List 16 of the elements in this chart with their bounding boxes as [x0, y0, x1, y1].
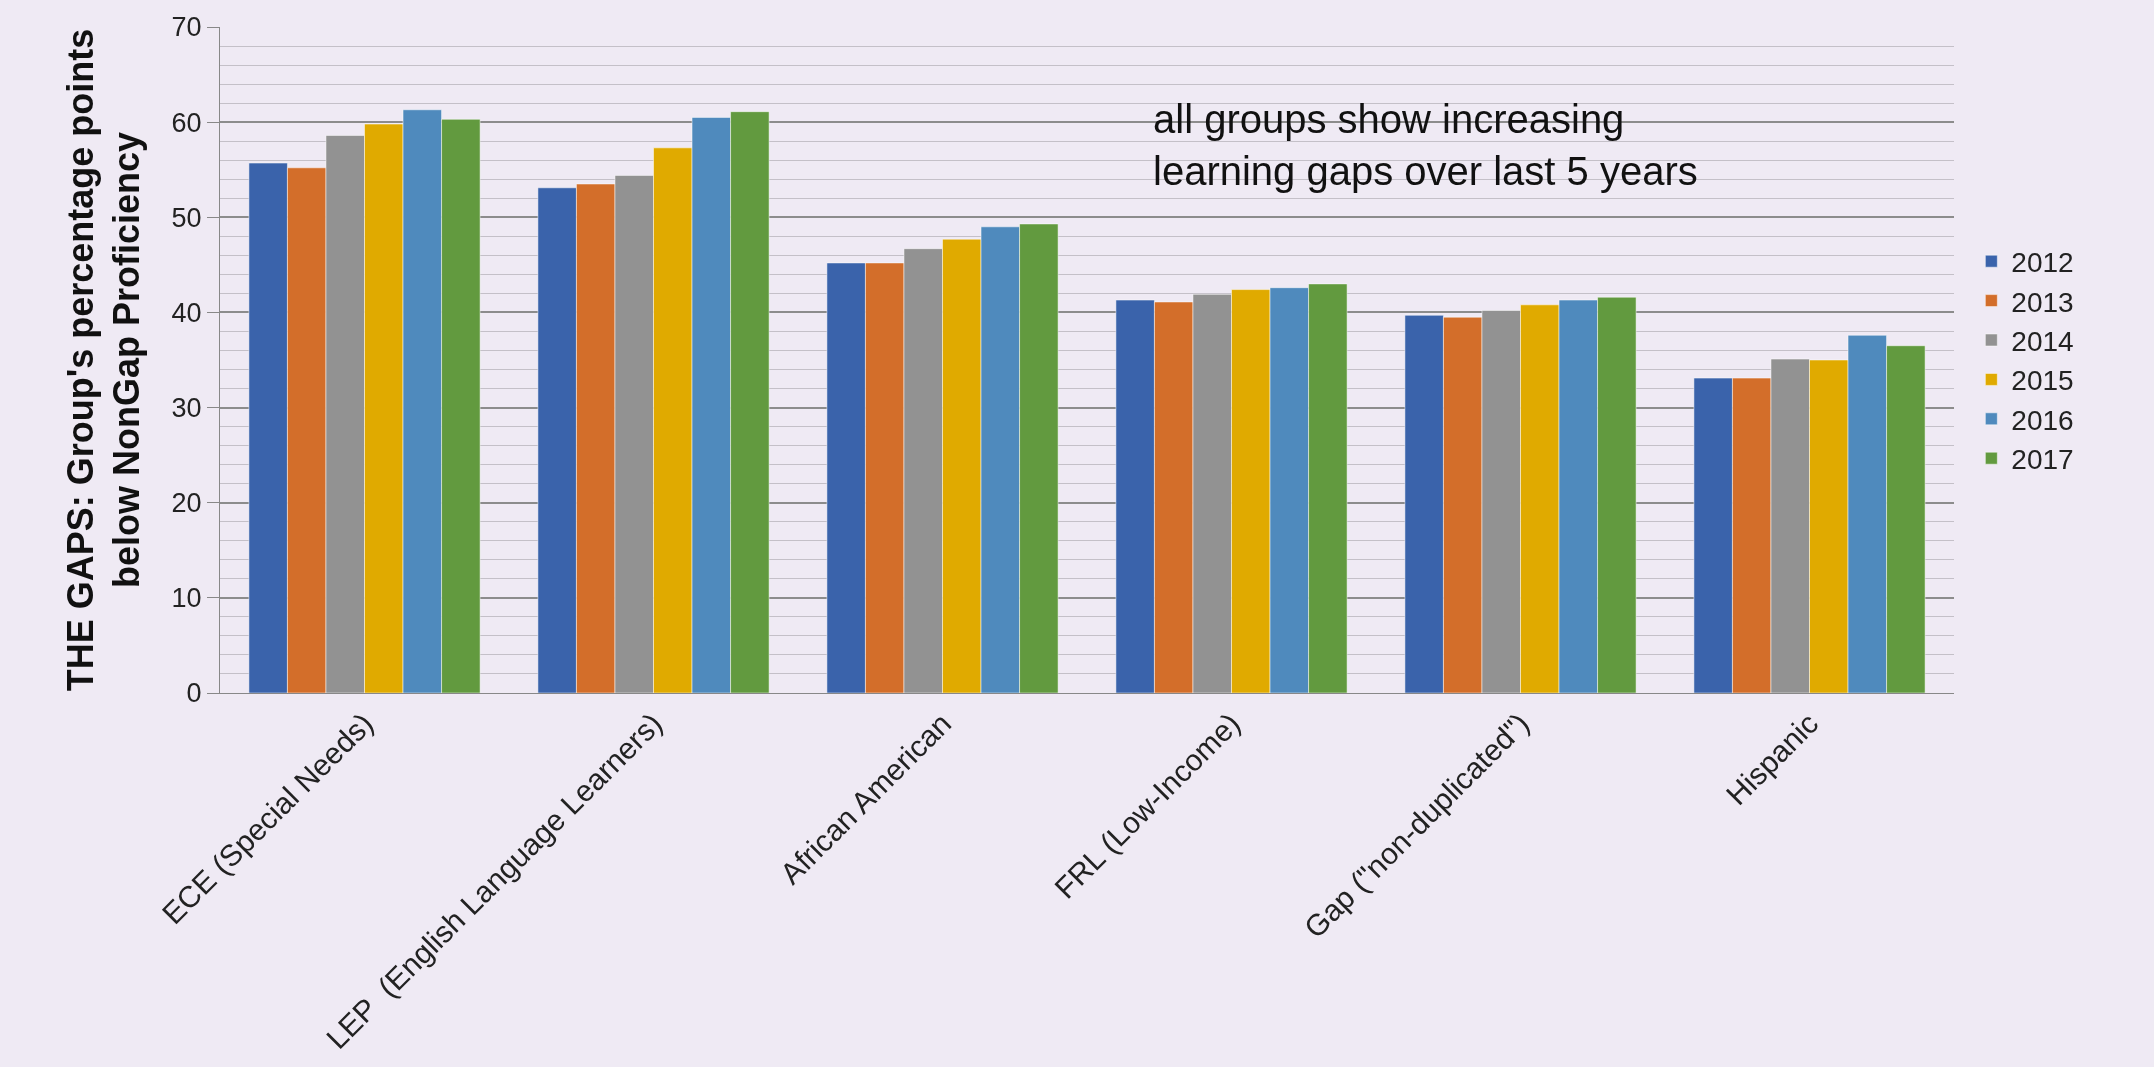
legend-label: 2014	[2011, 325, 2074, 357]
legend-label: 2017	[2011, 444, 2074, 476]
y-tick-label: 20	[171, 488, 202, 519]
y-tick-label: 40	[171, 297, 202, 328]
legend-label: 2015	[2011, 365, 2074, 397]
y-tick-label: 0	[186, 678, 202, 709]
y-tick-label: 70	[171, 12, 202, 43]
legend-label: 2012	[2011, 247, 2074, 279]
y-tick-label: 30	[171, 393, 202, 424]
legend-label: 2013	[2011, 286, 2074, 318]
y-axis-title: THE GAPS: Group's percentage points below NonGap Proficiency	[59, 28, 148, 692]
y-tick-label: 10	[171, 583, 202, 614]
y-tick-label: 50	[171, 202, 202, 233]
annotation: all groups show increasing learning gaps over last 5 years	[1153, 97, 1698, 193]
legend-label: 2016	[2011, 404, 2074, 436]
y-tick-label: 60	[171, 107, 202, 138]
